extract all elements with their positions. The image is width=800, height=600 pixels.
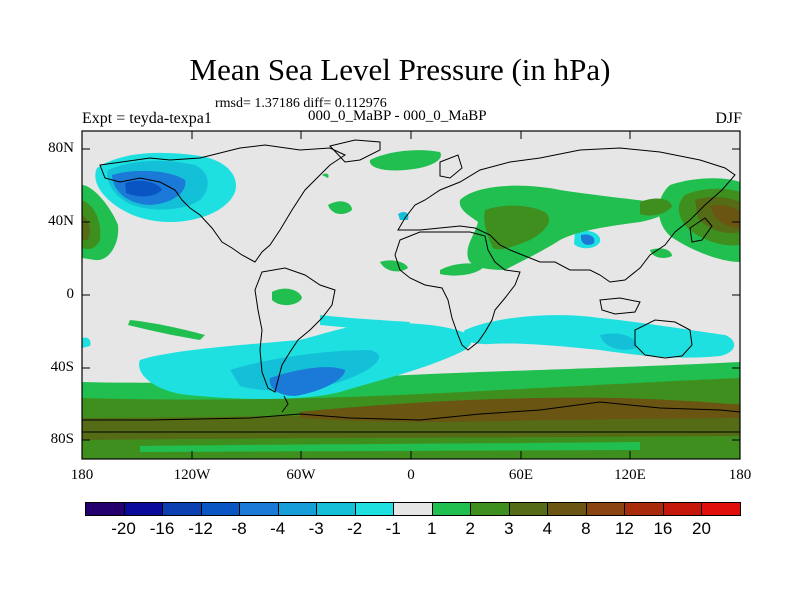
lat-tick-label: 0 [66, 286, 75, 302]
colorbar-label: 12 [614, 519, 634, 538]
axis-ticks [81, 131, 741, 459]
colorbar-swatch [354, 502, 395, 516]
comparison-label: 000_0_MaBP - 000_0_MaBP [308, 108, 487, 124]
lon-tick-label: 60W [286, 467, 316, 483]
colorbar-label: -16 [149, 519, 175, 538]
colorbar-swatch [508, 502, 549, 516]
colorbar [85, 502, 741, 516]
colorbar-label: -2 [347, 519, 363, 538]
colorbar-swatch [547, 502, 587, 516]
pressure-anomaly-fields [82, 150, 740, 459]
season-label: DJF [715, 110, 742, 127]
colorbar-swatch [162, 502, 202, 516]
colorbar-label: 20 [692, 519, 711, 538]
lat-tick-label: 40N [48, 213, 74, 229]
colorbar-label: -8 [231, 519, 247, 538]
colorbar-label: -3 [308, 519, 324, 538]
colorbar-label: 8 [581, 519, 591, 538]
map-title: Mean Sea Level Pressure (in hPa) [189, 52, 611, 87]
lat-tick-label: 80N [48, 140, 74, 156]
colorbar-label: -4 [270, 519, 286, 538]
colorbar-swatch [662, 502, 703, 516]
experiment-label: Expt = teyda-texpa1 [82, 110, 212, 127]
colorbar-swatch [200, 502, 241, 516]
colorbar-swatch [123, 502, 164, 516]
colorbar-swatch [701, 502, 741, 516]
colorbar-swatch [585, 502, 626, 516]
colorbar-swatch [431, 502, 472, 516]
lon-tick-label: 180 [70, 467, 94, 483]
colorbar-label: -1 [385, 519, 401, 538]
lat-tick-label: 40S [50, 359, 74, 375]
colorbar-label: 3 [504, 519, 514, 538]
colorbar-label: -12 [188, 519, 213, 538]
colorbar-label: 2 [465, 519, 476, 538]
colorbar-swatch [85, 502, 125, 516]
colorbar-label: 4 [542, 519, 553, 538]
continent-outlines [82, 139, 740, 433]
colorbar-swatch [277, 502, 318, 516]
colorbar-swatch [393, 502, 433, 516]
stats-line: rmsd= 1.37186 diff= 0.112976 [215, 96, 387, 111]
colorbar-label: 1 [427, 519, 437, 538]
lon-tick-label: 60E [508, 467, 534, 483]
lon-tick-label: 120E [614, 467, 646, 483]
colorbar-swatch [239, 502, 279, 516]
colorbar-swatch [470, 502, 510, 516]
lon-tick-label: 120W [173, 467, 211, 483]
colorbar-swatch [624, 502, 664, 516]
lon-tick-label: 0 [407, 467, 415, 483]
lon-tick-label: 180 [728, 467, 752, 483]
lat-tick-label: 80S [50, 431, 74, 447]
colorbar-label: -20 [111, 519, 136, 538]
colorbar-swatch [316, 502, 356, 516]
colorbar-label: 16 [653, 519, 673, 538]
